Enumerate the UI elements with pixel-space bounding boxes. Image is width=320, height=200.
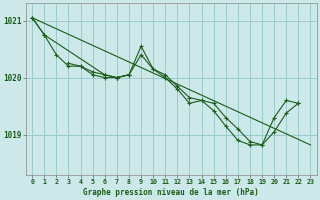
X-axis label: Graphe pression niveau de la mer (hPa): Graphe pression niveau de la mer (hPa) (84, 188, 259, 197)
